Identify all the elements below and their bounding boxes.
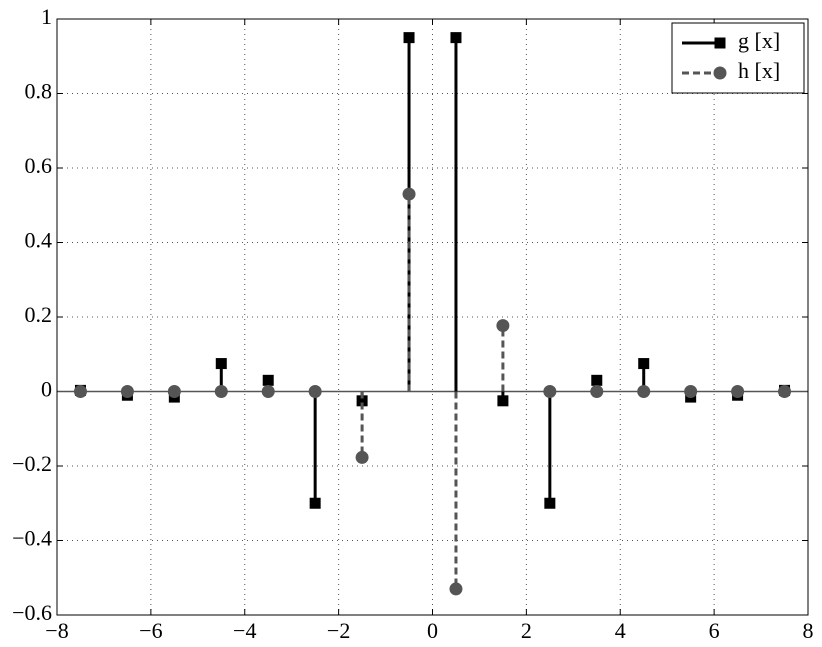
marker: [543, 385, 557, 398]
marker: [403, 32, 415, 44]
marker: [261, 385, 275, 398]
marker: [449, 582, 463, 596]
marker: [402, 187, 416, 201]
y-tick-label: 0.4: [25, 228, 53, 253]
x-tick-label: −6: [139, 618, 162, 643]
y-tick-label: −0.2: [12, 451, 52, 476]
legend-label: g [x]: [738, 28, 780, 53]
y-tick-label: −0.6: [12, 600, 52, 625]
legend-marker: [714, 37, 726, 49]
plot-frame: [56, 18, 809, 616]
marker: [73, 385, 87, 398]
marker: [591, 374, 603, 386]
marker: [356, 395, 368, 407]
y-tick-label: 0.2: [25, 302, 53, 327]
marker: [120, 385, 134, 398]
x-tick-label: −8: [45, 618, 68, 643]
marker: [637, 385, 651, 398]
marker: [778, 385, 792, 398]
y-tick-label: 0.8: [25, 79, 53, 104]
y-tick-label: 0.6: [25, 153, 53, 178]
marker: [590, 385, 604, 398]
x-tick-label: −2: [327, 618, 350, 643]
marker: [450, 32, 462, 44]
y-tick-label: 0: [41, 377, 52, 402]
y-tick-label: 1: [41, 4, 52, 29]
marker: [308, 385, 322, 398]
marker: [309, 497, 321, 509]
legend-marker: [713, 66, 727, 80]
marker: [355, 450, 369, 464]
marker: [262, 374, 274, 386]
x-tick-label: 6: [709, 618, 720, 643]
x-tick-label: 8: [803, 618, 814, 643]
y-tick-label: −0.4: [12, 526, 52, 551]
marker: [684, 385, 698, 398]
x-tick-label: 2: [521, 618, 532, 643]
x-tick-label: 4: [615, 618, 626, 643]
marker: [215, 358, 227, 370]
marker: [497, 395, 509, 407]
marker: [731, 385, 745, 398]
x-tick-label: 0: [427, 618, 438, 643]
x-tick-label: −4: [233, 618, 256, 643]
marker: [496, 319, 510, 333]
marker: [214, 385, 228, 398]
legend: g [x] h [x]: [671, 22, 805, 94]
marker: [638, 358, 650, 370]
legend-label: h [x]: [738, 58, 780, 83]
marker: [167, 385, 181, 398]
marker: [544, 497, 556, 509]
legend-box: [671, 22, 805, 94]
